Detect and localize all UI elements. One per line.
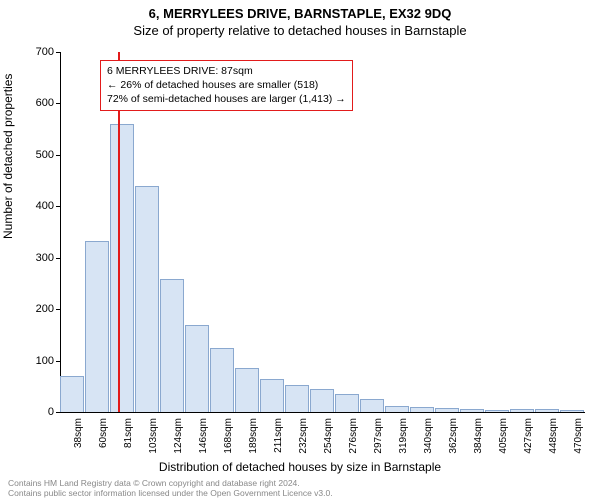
y-tick-label: 0 (4, 406, 54, 418)
histogram-bar (160, 279, 184, 412)
footer: Contains HM Land Registry data © Crown c… (8, 478, 333, 498)
x-tick-label: 427sqm (523, 418, 534, 454)
x-tick-label: 276sqm (348, 418, 359, 454)
x-tick-label: 448sqm (548, 418, 559, 454)
chart-container: 6, MERRYLEES DRIVE, BARNSTAPLE, EX32 9DQ… (0, 0, 600, 500)
x-tick-label: 168sqm (223, 418, 234, 454)
x-tick-label: 319sqm (398, 418, 409, 454)
x-tick-label: 81sqm (123, 418, 134, 448)
x-tick-label: 405sqm (498, 418, 509, 454)
y-axis: 0100200300400500600700 (0, 52, 60, 412)
histogram-bar (360, 399, 384, 412)
annotation-line-3: 72% of semi-detached houses are larger (… (107, 92, 346, 106)
x-tick-label: 38sqm (73, 418, 84, 448)
y-tick-label: 100 (4, 355, 54, 367)
footer-line-1: Contains HM Land Registry data © Crown c… (8, 478, 333, 488)
x-tick-label: 470sqm (573, 418, 584, 454)
x-tick-label: 124sqm (173, 418, 184, 454)
histogram-bar (310, 389, 334, 412)
x-tick-label: 362sqm (448, 418, 459, 454)
x-tick-label: 211sqm (273, 418, 284, 453)
x-tick-label: 60sqm (98, 418, 109, 448)
y-tick-label: 700 (4, 46, 54, 58)
x-tick-label: 340sqm (423, 418, 434, 454)
histogram-bar (110, 124, 134, 412)
x-tick-label: 254sqm (323, 418, 334, 454)
histogram-bar (235, 368, 259, 412)
histogram-bar (210, 348, 234, 412)
annotation-line-2: ← 26% of detached houses are smaller (51… (107, 78, 346, 92)
histogram-bar (85, 241, 109, 412)
chart-title: 6, MERRYLEES DRIVE, BARNSTAPLE, EX32 9DQ (0, 0, 600, 21)
x-tick-label: 189sqm (248, 418, 259, 454)
footer-line-2: Contains public sector information licen… (8, 488, 333, 498)
y-tick-label: 500 (4, 149, 54, 161)
x-tick-label: 297sqm (373, 418, 384, 454)
x-tick-label: 232sqm (298, 418, 309, 454)
y-tick-label: 200 (4, 303, 54, 315)
y-tick-label: 300 (4, 252, 54, 264)
histogram-bar (60, 376, 84, 412)
plot-area: 6 MERRYLEES DRIVE: 87sqm ← 26% of detach… (60, 52, 585, 412)
histogram-bar (260, 379, 284, 412)
histogram-bar (135, 186, 159, 412)
y-tick-label: 400 (4, 200, 54, 212)
x-axis: 38sqm 60sqm 81sqm 103sqm 124sqm 146sqm 168sqm 1… (60, 412, 585, 462)
x-tick-label: 103sqm (148, 418, 159, 454)
x-axis-label: Distribution of detached houses by size … (0, 460, 600, 474)
histogram-bar (335, 394, 359, 413)
chart-subtitle: Size of property relative to detached ho… (0, 21, 600, 38)
histogram-bar (185, 325, 209, 412)
histogram-bar (285, 385, 309, 412)
annotation-line-1: 6 MERRYLEES DRIVE: 87sqm (107, 64, 346, 78)
x-tick-label: 384sqm (473, 418, 484, 454)
annotation-box: 6 MERRYLEES DRIVE: 87sqm ← 26% of detach… (100, 60, 353, 111)
x-tick-label: 146sqm (198, 418, 209, 454)
y-tick-label: 600 (4, 97, 54, 109)
